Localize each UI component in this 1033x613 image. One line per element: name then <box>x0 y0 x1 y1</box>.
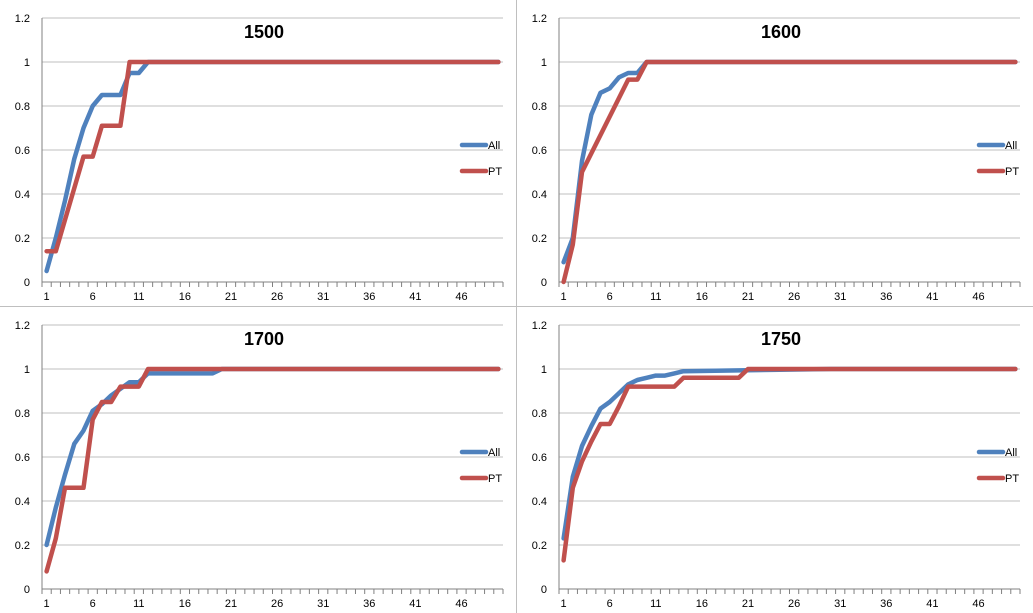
y-tick-label: 0.4 <box>532 189 547 201</box>
y-tick-label: 0.8 <box>532 101 547 113</box>
x-tick-label: 16 <box>696 291 708 303</box>
x-tick-label: 31 <box>834 291 846 303</box>
y-tick-label: 0 <box>541 584 547 596</box>
x-tick-label: 16 <box>179 598 191 610</box>
y-tick-label: 1.2 <box>532 13 547 25</box>
y-tick-label: 1.2 <box>15 320 30 332</box>
legend-label-pt: PT <box>488 166 502 178</box>
y-tick-label: 0.6 <box>532 452 547 464</box>
x-tick-label: 6 <box>607 291 613 303</box>
y-tick-label: 1.2 <box>532 320 547 332</box>
x-tick-label: 41 <box>926 598 938 610</box>
x-tick-label: 6 <box>90 598 96 610</box>
y-tick-label: 0.6 <box>15 145 30 157</box>
x-tick-label: 46 <box>455 598 467 610</box>
legend-label-all: All <box>488 447 500 459</box>
y-tick-label: 0.8 <box>15 408 30 420</box>
x-tick-label: 26 <box>788 291 800 303</box>
x-tick-label: 11 <box>650 598 661 610</box>
legend-label-all: All <box>488 140 500 152</box>
x-tick-label: 6 <box>90 291 96 303</box>
series-line-all <box>44 59 501 274</box>
legend-label-all: All <box>1005 447 1017 459</box>
chart-title: 1600 <box>761 22 801 42</box>
x-tick-label: 21 <box>225 291 237 303</box>
x-tick-label: 6 <box>607 598 613 610</box>
legend-label-all: All <box>1005 140 1017 152</box>
x-tick-label: 31 <box>834 598 846 610</box>
series-line-pt <box>44 366 501 574</box>
x-tick-label: 36 <box>880 291 892 303</box>
y-tick-label: 0.2 <box>15 233 30 245</box>
y-tick-label: 0.2 <box>15 540 30 552</box>
x-tick-label: 21 <box>225 598 237 610</box>
y-tick-label: 0.6 <box>15 452 30 464</box>
x-tick-label: 1 <box>561 598 567 610</box>
x-tick-label: 11 <box>133 598 144 610</box>
y-tick-label: 1.2 <box>15 13 30 25</box>
legend-label-pt: PT <box>1005 473 1019 485</box>
line-chart-svg: 00.20.40.60.811.21 6 11 16 21 26 31 36 41 461600A… <box>532 13 1021 303</box>
x-tick-label: 41 <box>926 291 938 303</box>
x-tick-label: 36 <box>363 291 375 303</box>
y-tick-label: 1 <box>541 364 547 376</box>
y-tick-label: 0.8 <box>532 408 547 420</box>
chart-panel-1750: 0 0.2 0.4 0.6 0.8 1 1.2 1 6 11 16 21 26 31 36 41 46 1750 A… <box>517 307 1033 613</box>
x-tick-label: 11 <box>650 291 661 303</box>
y-tick-label: 1 <box>24 364 30 376</box>
chart-panel-1500: 0 0.2 0.4 0.6 0.8 1 1.2 1 6 11 16 21 26 31 36 41 46 1500 A… <box>0 0 516 306</box>
y-tick-label: 0 <box>24 584 30 596</box>
x-tick-label: 31 <box>317 598 329 610</box>
series-line-all <box>44 366 501 548</box>
x-tick-label: 26 <box>788 598 800 610</box>
x-tick-label: 26 <box>271 598 283 610</box>
x-tick-label: 21 <box>742 291 754 303</box>
legend-label-pt: PT <box>488 473 502 485</box>
series-line-pt <box>561 366 1018 563</box>
chart-panel-1600: 0 0.2 0.4 0.6 0.8 1 1.2 1 6 11 16 21 26 31 36 41 46 1600 A… <box>517 0 1033 306</box>
x-tick-label: 16 <box>179 291 191 303</box>
y-tick-label: 0.4 <box>15 189 30 201</box>
x-tick-label: 36 <box>363 598 375 610</box>
series-line-all <box>561 366 1018 541</box>
y-tick-label: 0.2 <box>532 540 547 552</box>
chart-title: 1500 <box>244 22 284 42</box>
y-tick-label: 0.2 <box>532 233 547 245</box>
x-tick-label: 46 <box>972 598 984 610</box>
x-tick-label: 21 <box>742 598 754 610</box>
series-line-pt <box>44 59 501 254</box>
series-line-pt <box>561 59 1018 285</box>
x-tick-label: 36 <box>880 598 892 610</box>
x-tick-label: 31 <box>317 291 329 303</box>
y-tick-label: 1 <box>541 57 547 69</box>
y-tick-label: 0 <box>24 277 30 289</box>
line-chart-svg: 00.20.40.60.811.21 6 11 16 21 26 31 36 41 461700A… <box>15 320 504 610</box>
panel-divider-horizontal <box>0 306 1033 307</box>
x-tick-label: 46 <box>455 291 467 303</box>
y-tick-label: 0.6 <box>532 145 547 157</box>
x-tick-label: 11 <box>133 291 144 303</box>
chart-panel-1700: 0 0.2 0.4 0.6 0.8 1 1.2 1 6 11 16 21 26 31 36 41 46 1700 A… <box>0 307 516 613</box>
x-tick-label: 1 <box>561 291 567 303</box>
chart-title: 1700 <box>244 329 284 349</box>
legend-label-pt: PT <box>1005 166 1019 178</box>
y-tick-label: 1 <box>24 57 30 69</box>
x-tick-label: 26 <box>271 291 283 303</box>
y-tick-label: 0.4 <box>532 496 547 508</box>
x-tick-label: 41 <box>409 291 421 303</box>
x-tick-label: 1 <box>44 598 50 610</box>
y-tick-label: 0 <box>541 277 547 289</box>
line-chart-svg: 00.20.40.60.811.21 6 11 16 21 26 31 36 41 461750A… <box>532 320 1021 610</box>
x-tick-label: 41 <box>409 598 421 610</box>
line-chart-svg: 00.20.40.60.811.21 6 11 16 21 26 31 36 41 461500A… <box>15 13 504 303</box>
y-tick-label: 0.8 <box>15 101 30 113</box>
x-tick-label: 46 <box>972 291 984 303</box>
x-tick-label: 16 <box>696 598 708 610</box>
series-line-all <box>561 59 1018 265</box>
y-tick-label: 0.4 <box>15 496 30 508</box>
chart-title: 1750 <box>761 329 801 349</box>
x-tick-label: 1 <box>44 291 50 303</box>
